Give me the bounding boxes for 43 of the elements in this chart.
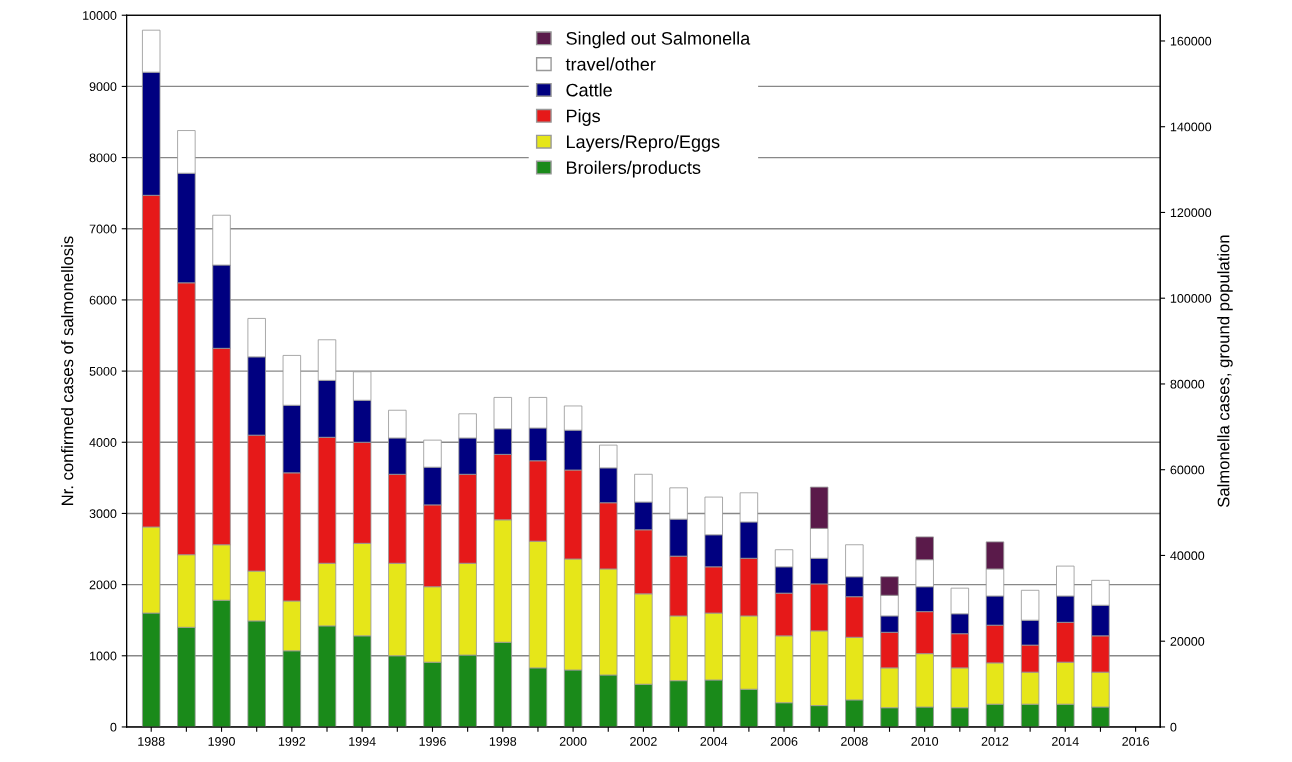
legend-label: Cattle: [566, 83, 612, 97]
y2-tick-label: 160000: [1170, 36, 1212, 46]
y-tick-label: 1000: [90, 651, 117, 661]
y-tick-label: 6000: [89, 295, 117, 305]
y-tick-label: 5000: [89, 366, 117, 376]
y-tick-label: 10000: [83, 11, 117, 20]
y-tick-label: 9000: [89, 82, 117, 92]
legend-label: Singled out Salmonella: [566, 31, 751, 49]
y2-tick-label: 120000: [1170, 208, 1212, 218]
y2-tick-label: 0: [1170, 722, 1177, 732]
y2-tick-label: 140000: [1170, 122, 1212, 132]
x-tick-label: 1996: [419, 737, 446, 746]
x-tick-label: 1998: [489, 737, 517, 746]
legend-label: Broilers/products: [567, 160, 701, 178]
x-tick-label: 2004: [700, 737, 728, 746]
y-axis-title: Nr. confirmed cases of salmonellosis: [61, 236, 74, 505]
x-tick-label: 2002: [630, 737, 657, 746]
y-tick-label: 7000: [89, 224, 117, 234]
y2-tick-label: 40000: [1170, 551, 1205, 561]
y-tick-label: 3000: [89, 509, 117, 519]
y2-tick-label: 100000: [1170, 294, 1212, 303]
x-tick-label: 2008: [841, 737, 868, 746]
x-tick-label: 1992: [278, 737, 306, 746]
y2-tick-label: 20000: [1170, 637, 1205, 646]
y2-tick-label: 80000: [1170, 379, 1205, 389]
y-tick-label: 0: [110, 722, 117, 732]
x-tick-label: 2010: [911, 737, 939, 746]
legend-label: Pigs: [567, 109, 600, 126]
y2-axis-title: Salmonella cases, ground population: [1217, 235, 1233, 507]
legend-label: travel/other: [565, 57, 656, 71]
x-tick-label: 2016: [1122, 737, 1149, 746]
x-tick-label: 2012: [981, 737, 1009, 746]
x-tick-label: 2006: [770, 737, 798, 746]
y2-tick-label: 60000: [1170, 465, 1205, 475]
x-tick-label: 2000: [559, 737, 587, 746]
x-tick-label: 1990: [208, 737, 235, 746]
x-tick-label: 2014: [1052, 737, 1079, 746]
y-tick-label: 8000: [89, 153, 117, 163]
y-tick-label: 2000: [89, 580, 117, 590]
legend-label: Layers/Repro/Eggs: [567, 134, 720, 152]
x-tick-label: 1994: [349, 737, 376, 746]
y-tick-label: 4000: [89, 438, 117, 447]
x-tick-label: 1988: [138, 737, 165, 746]
